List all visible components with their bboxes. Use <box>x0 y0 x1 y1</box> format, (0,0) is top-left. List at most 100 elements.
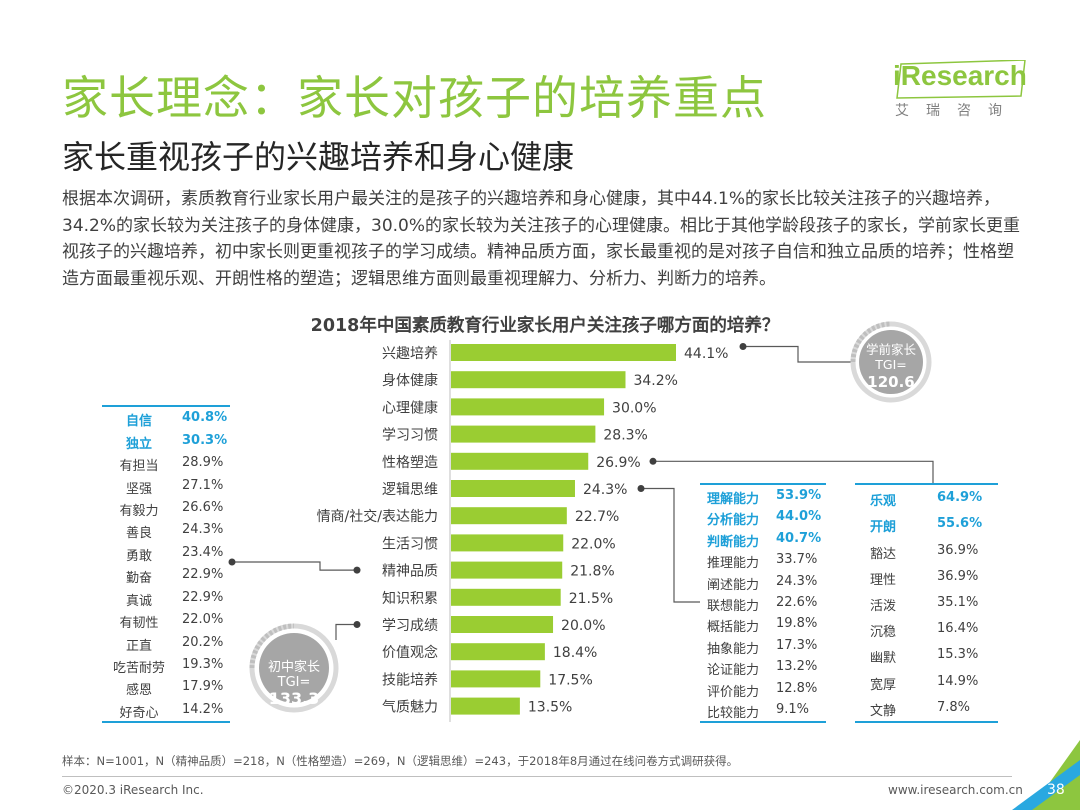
value-label-0: 44.1% <box>684 346 728 362</box>
category-label-5: 逻辑思维 <box>382 482 438 498</box>
table-key: 阐述能力 <box>706 577 759 593</box>
value-label-9: 21.5% <box>569 591 613 607</box>
table-key: 论证能力 <box>706 663 759 679</box>
table-value: 19.3% <box>182 656 224 672</box>
table-value: 23.4% <box>182 544 224 560</box>
category-label-1: 身体健康 <box>382 372 438 389</box>
website-url[interactable]: www.iresearch.com.cn <box>888 783 1023 797</box>
value-label-13: 13.5% <box>528 700 572 716</box>
logo-wordmark: iResearch <box>893 60 1027 91</box>
page-number: 38 <box>1047 782 1065 798</box>
table-value: 33.7% <box>776 552 818 568</box>
value-label-6: 22.7% <box>575 509 619 525</box>
value-label-8: 21.8% <box>570 564 614 580</box>
tbl-spirit-row: 独立 30.3% <box>102 433 230 452</box>
table-value: 28.9% <box>182 455 224 471</box>
category-labels: 兴趣培养身体健康心理健康学习习惯性格塑造逻辑思维情商/社交/表达能力生活习惯精神… <box>317 346 438 716</box>
tbl-logic-row: 分析能力 44.0% <box>700 509 826 528</box>
copyright-text: ©2020.3 iResearch Inc. <box>62 783 204 797</box>
category-label-3: 学习习惯 <box>382 427 438 444</box>
table-value: 40.8% <box>182 410 228 426</box>
table-value: 55.6% <box>937 516 983 532</box>
tbl-logic-row: 阐述能力 24.3% <box>700 573 826 593</box>
character-table: 乐观 64.9% 开朗 55.6% 豁达 36.9% 理性 36.9% 活泼 35.1% 沉稳 16.… <box>855 486 998 722</box>
tbl-spirit-row: 勤奋 22.9% <box>102 567 230 587</box>
table-value: 17.9% <box>182 679 224 695</box>
value-label-1: 34.2% <box>633 373 677 389</box>
tbl-char-row: 文静 7.8% <box>855 700 998 719</box>
value-label-3: 28.3% <box>603 428 647 444</box>
preschool-tgi-badge: 学前家长 TGI= 120.6 <box>850 321 932 403</box>
table-key: 文静 <box>869 703 896 719</box>
connector-logic <box>641 487 700 603</box>
tbl-spirit-row: 有韧性 22.0% <box>102 612 230 632</box>
logic-thinking-table: 理解能力 53.9% 分析能力 44.0% 判断能力 40.7% 推理能力 33.7% 阐述能力… <box>700 486 826 722</box>
logo-subtitle: 艾瑞咨询 <box>895 103 1019 119</box>
tbl-spirit-row: 勇敢 23.4% <box>102 544 230 564</box>
category-label-10: 学习成绩 <box>382 618 438 634</box>
table-value: 22.6% <box>776 595 818 610</box>
bar-11 <box>451 643 545 661</box>
page-subtitle: 家长重视孩子的兴趣培养和身心健康 <box>62 138 575 176</box>
table-value: 40.7% <box>776 530 822 546</box>
tbl-char-row: 豁达 36.9% <box>855 543 998 562</box>
tbl-logic-row: 理解能力 53.9% <box>700 488 826 507</box>
table-frames <box>102 405 998 723</box>
tbl-spirit-row: 自信 40.8% <box>102 410 230 429</box>
category-label-6: 情商/社交/表达能力 <box>317 508 438 525</box>
table-value: 9.1% <box>776 702 810 718</box>
table-key: 坚强 <box>125 481 152 497</box>
junior-tgi-badge: 初中家长 TGI= 133.3 <box>249 623 339 713</box>
value-label-4: 26.9% <box>596 455 640 471</box>
table-value: 12.8% <box>776 680 818 696</box>
spirit-quality-table: 自信 40.8% 独立 30.3% 有担当 28.9% 坚强 27.1% 有毅力 26.6% 善良 2… <box>102 408 230 722</box>
table-value: 35.1% <box>937 595 979 610</box>
connector-dot-grades <box>353 621 361 628</box>
table-key: 推理能力 <box>706 556 759 572</box>
table-key: 有担当 <box>119 459 159 475</box>
category-label-7: 生活习惯 <box>382 535 438 552</box>
tbl-logic-row: 评价能力 12.8% <box>700 680 826 700</box>
table-key: 概括能力 <box>706 620 759 636</box>
tbl-char-row: 理性 36.9% <box>855 568 998 588</box>
bar-4 <box>451 452 589 470</box>
connector-character <box>653 460 934 484</box>
tbl-logic-row: 推理能力 33.7% <box>700 552 826 572</box>
table-value: 64.9% <box>937 490 983 506</box>
page-title: 家长理念：家长对孩子的培养重点 <box>62 71 767 125</box>
bar-1 <box>451 371 626 389</box>
table-value: 26.6% <box>182 499 224 515</box>
tbl-char-row: 宽厚 14.9% <box>855 674 998 693</box>
tbl-char-row: 幽默 15.3% <box>855 647 998 666</box>
tbl-char-row: 沉稳 16.4% <box>855 621 998 640</box>
table-key: 勤奋 <box>125 571 152 587</box>
category-label-13: 气质魅力 <box>382 700 438 716</box>
category-label-4: 性格塑造 <box>382 455 438 471</box>
table-value: 15.3% <box>937 647 979 663</box>
table-key: 联想能力 <box>706 599 759 614</box>
tbl-spirit-row: 有担当 28.9% <box>102 455 230 475</box>
table-key: 好奇心 <box>119 705 159 721</box>
bar-5 <box>451 480 575 497</box>
bars-group <box>451 344 676 715</box>
table-value: 24.3% <box>776 573 818 589</box>
chart-title: 2018年中国素质教育行业家长用户关注孩子哪方面的培养？ <box>310 316 780 336</box>
table-value: 44.0% <box>776 509 822 525</box>
tbl-spirit-row: 善良 24.3% <box>102 522 230 541</box>
tbl-spirit-row: 有毅力 26.6% <box>102 499 230 519</box>
tbl-logic-row: 论证能力 13.2% <box>700 659 826 679</box>
connector-dot-logic <box>637 485 645 492</box>
connector-dot-spirit-table <box>228 558 236 566</box>
table-value: 27.1% <box>182 477 224 493</box>
table-key: 比较能力 <box>706 706 759 722</box>
preschool-badge-value: 120.6 <box>867 373 914 391</box>
table-key: 评价能力 <box>706 684 759 700</box>
table-value: 36.9% <box>937 568 979 584</box>
category-label-12: 技能培养 <box>382 672 438 688</box>
table-key: 有韧性 <box>119 616 159 632</box>
value-label-5: 24.3% <box>583 482 627 498</box>
preschool-badge-line1: 学前家长 <box>866 342 917 357</box>
bar-0 <box>451 344 676 361</box>
bar-7 <box>451 534 564 552</box>
table-value: 17.3% <box>776 637 818 653</box>
